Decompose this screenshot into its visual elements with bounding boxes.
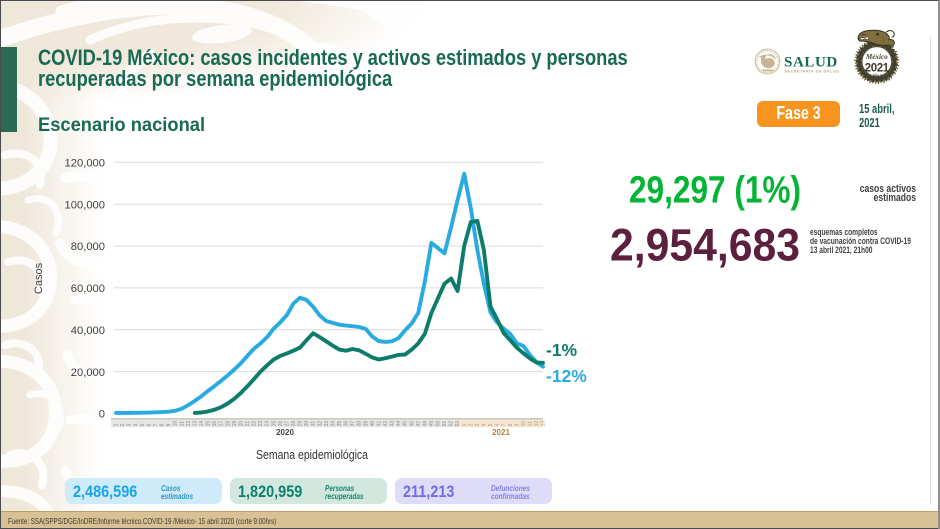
- svg-text:SECRETARÍA DE SALUD: SECRETARÍA DE SALUD: [785, 68, 840, 73]
- svg-text:32: 32: [317, 421, 323, 427]
- svg-text:46: 46: [409, 421, 415, 427]
- svg-text:44: 44: [396, 421, 402, 427]
- svg-text:50: 50: [436, 421, 442, 427]
- svg-text:22: 22: [252, 421, 258, 427]
- svg-text:52: 52: [449, 421, 455, 427]
- svg-text:23: 23: [258, 421, 264, 427]
- svg-text:100,000: 100,000: [65, 199, 105, 211]
- svg-text:5: 5: [140, 423, 146, 426]
- svg-text:20: 20: [238, 421, 244, 427]
- svg-text:20,000: 20,000: [71, 367, 105, 379]
- svg-text:51: 51: [442, 421, 448, 427]
- svg-text:43: 43: [390, 421, 396, 427]
- svg-text:80,000: 80,000: [71, 241, 105, 253]
- svg-text:México: México: [865, 53, 888, 61]
- svg-text:36: 36: [344, 421, 350, 427]
- svg-text:37: 37: [350, 421, 356, 427]
- svg-text:48: 48: [422, 421, 428, 427]
- svg-text:28: 28: [291, 421, 297, 427]
- svg-text:4: 4: [133, 423, 139, 426]
- svg-text:24: 24: [265, 421, 271, 427]
- svg-text:8: 8: [508, 423, 514, 426]
- svg-text:6: 6: [495, 423, 501, 426]
- svg-text:0: 0: [99, 409, 105, 421]
- svg-text:SALUD: SALUD: [784, 55, 838, 71]
- svg-text:1: 1: [114, 423, 120, 426]
- svg-text:Independencia: Independencia: [867, 78, 891, 82]
- svg-text:8: 8: [160, 423, 166, 426]
- svg-text:42: 42: [383, 421, 389, 427]
- svg-text:25: 25: [271, 421, 277, 427]
- svg-text:29,297 (1%): 29,297 (1%): [629, 170, 801, 212]
- svg-text:5: 5: [488, 423, 494, 426]
- svg-text:-1%: -1%: [546, 340, 578, 360]
- svg-text:-12%: -12%: [546, 366, 587, 386]
- svg-text:13: 13: [541, 421, 547, 427]
- svg-text:34: 34: [330, 421, 336, 427]
- svg-text:41: 41: [376, 421, 382, 427]
- svg-text:3: 3: [127, 423, 133, 426]
- svg-text:2: 2: [468, 423, 474, 426]
- svg-text:10: 10: [521, 421, 527, 427]
- svg-text:13: 13: [192, 421, 198, 427]
- svg-text:33: 33: [324, 421, 330, 427]
- svg-text:39: 39: [363, 421, 369, 427]
- svg-text:18: 18: [225, 421, 231, 427]
- svg-text:12: 12: [186, 421, 192, 427]
- svg-text:2021: 2021: [492, 428, 510, 437]
- svg-text:17: 17: [219, 421, 225, 427]
- svg-text:2021: 2021: [865, 63, 890, 75]
- svg-text:11: 11: [528, 421, 534, 426]
- svg-text:60,000: 60,000: [71, 283, 105, 295]
- svg-text:40: 40: [370, 421, 376, 427]
- svg-text:14: 14: [199, 421, 205, 427]
- svg-text:26: 26: [278, 421, 284, 427]
- svg-text:1: 1: [462, 423, 468, 426]
- svg-text:30: 30: [304, 421, 310, 427]
- svg-text:27: 27: [284, 421, 290, 427]
- svg-text:19: 19: [232, 421, 238, 427]
- svg-text:9: 9: [514, 423, 520, 426]
- svg-text:9: 9: [166, 423, 172, 426]
- svg-text:21: 21: [245, 421, 251, 427]
- svg-text:29: 29: [298, 421, 304, 427]
- svg-text:47: 47: [416, 421, 422, 427]
- svg-text:15: 15: [206, 421, 212, 427]
- svg-text:53: 53: [455, 421, 461, 427]
- svg-text:38: 38: [357, 421, 363, 427]
- svg-text:35: 35: [337, 421, 343, 427]
- svg-text:2,954,683: 2,954,683: [610, 220, 800, 271]
- svg-text:4: 4: [482, 423, 488, 426]
- svg-text:31: 31: [311, 421, 317, 427]
- svg-text:Casos: Casos: [33, 262, 45, 294]
- svg-text:120,000: 120,000: [65, 158, 105, 170]
- svg-text:11: 11: [179, 421, 185, 426]
- svg-text:7: 7: [153, 423, 159, 426]
- svg-text:49: 49: [429, 421, 435, 427]
- svg-text:16: 16: [212, 421, 218, 427]
- svg-text:Semana epidemiológica: Semana epidemiológica: [256, 447, 369, 462]
- svg-text:45: 45: [403, 421, 409, 427]
- svg-text:2020: 2020: [276, 428, 294, 437]
- svg-text:Año de la: Año de la: [872, 74, 888, 78]
- svg-text:3: 3: [475, 423, 481, 426]
- svg-text:7: 7: [501, 423, 507, 426]
- svg-text:10: 10: [173, 421, 179, 427]
- svg-text:40,000: 40,000: [71, 325, 105, 337]
- svg-text:2: 2: [120, 423, 126, 426]
- svg-text:12: 12: [534, 421, 540, 427]
- svg-text:6: 6: [146, 423, 152, 426]
